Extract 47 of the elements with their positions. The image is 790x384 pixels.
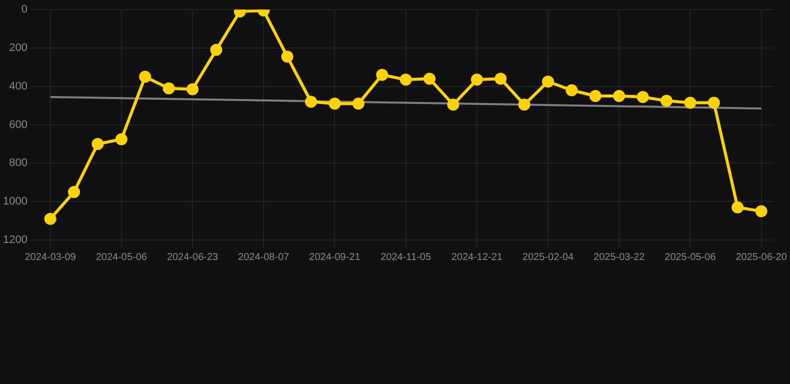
point <box>542 76 554 88</box>
y-tick-label: 600 <box>9 118 28 131</box>
x-tick-label: 2024-12-21 <box>451 252 503 263</box>
x-tick-label: 2025-06-20 <box>736 252 788 263</box>
point <box>305 96 318 108</box>
point <box>447 98 460 111</box>
point <box>68 186 80 198</box>
y-tick-label: 400 <box>9 80 28 92</box>
point <box>518 98 530 111</box>
point <box>328 98 341 110</box>
x-tick-label: 2024-03-09 <box>24 252 76 263</box>
x-tick-label: 2024-06-23 <box>166 252 219 263</box>
point <box>424 72 436 85</box>
point <box>44 212 56 225</box>
y-tick-label: 200 <box>9 42 28 54</box>
point <box>660 94 673 107</box>
point <box>566 84 578 96</box>
y-tick-label: 1000 <box>2 196 28 208</box>
point <box>376 68 388 81</box>
point <box>755 205 768 218</box>
x-tick-label: 2024-09-21 <box>309 252 361 263</box>
point <box>186 83 199 96</box>
point <box>708 96 720 109</box>
y-tick-label: 0 <box>21 4 28 16</box>
point <box>613 90 626 102</box>
y-tick-label: 800 <box>9 157 28 170</box>
x-tick-label: 2024-05-06 <box>96 252 148 263</box>
point <box>210 44 222 56</box>
point <box>684 96 696 109</box>
point <box>115 133 128 146</box>
x-tick-label: 2025-03-22 <box>594 252 646 263</box>
x-tick-label: 2024-11-05 <box>380 252 432 263</box>
x-tick-label: 2025-05-06 <box>664 252 716 263</box>
point <box>281 50 294 63</box>
point <box>139 70 152 83</box>
point <box>636 90 649 103</box>
x-tick-label: 2024-08-07 <box>238 252 290 263</box>
x-tick-label: 2025-02-04 <box>522 252 574 263</box>
point <box>589 90 602 102</box>
point <box>352 98 364 110</box>
point <box>92 138 104 150</box>
point <box>732 201 744 214</box>
point <box>162 82 175 94</box>
y-tick-label: 1200 <box>2 234 28 246</box>
point <box>470 74 483 86</box>
point <box>494 72 507 85</box>
point <box>400 74 412 86</box>
